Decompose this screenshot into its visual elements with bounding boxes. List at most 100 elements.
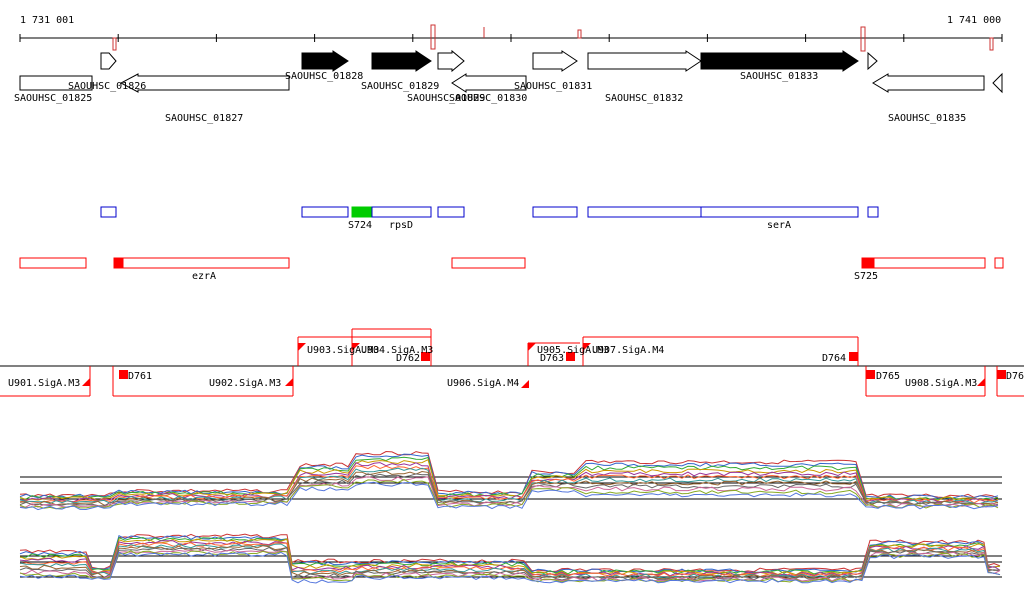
feature-box[interactable] — [451, 257, 526, 269]
feature-box[interactable] — [301, 206, 349, 218]
feature-box[interactable] — [19, 257, 87, 269]
ruler-mark — [577, 29, 582, 39]
expression-profile-line — [19, 481, 999, 511]
expression-profile-line — [19, 542, 1001, 578]
expression-profile-line — [19, 540, 1001, 577]
promoter-marker[interactable] — [285, 378, 293, 386]
gene-arrow[interactable] — [371, 50, 432, 72]
segment-track: U901.SigA.M3 D761 U902.SigA.M3 U903.SigA… — [0, 328, 1024, 397]
expression-profile-line — [19, 473, 999, 507]
terminator-marker[interactable] — [849, 352, 858, 361]
ruler-mark — [430, 24, 436, 50]
ruler-start-label: 1 731 001 — [20, 15, 74, 26]
segment-label: D765 — [876, 371, 900, 382]
expression-track-lower — [19, 533, 1002, 584]
gene-label: SAOUHSC_01833 — [740, 71, 818, 82]
segment-label: U906.SigA.M4 — [447, 378, 519, 389]
feature-label: ezrA — [192, 271, 216, 282]
gene-label: SAOUHSC_01829 — [361, 81, 439, 92]
feature-label: S725 — [854, 271, 878, 282]
ruler-ticks — [19, 34, 1003, 42]
feature-box[interactable] — [873, 257, 986, 269]
feature-box[interactable] — [437, 206, 465, 218]
gene-label: SAOUHSC_01827 — [165, 113, 243, 124]
feature-box[interactable] — [100, 206, 117, 218]
expression-profile-line — [19, 458, 999, 502]
feature-box[interactable] — [867, 206, 879, 218]
expression-track-upper — [19, 450, 1002, 511]
gene-label: SAOUHSC_01826 — [68, 81, 146, 92]
segment-label: D762 — [396, 353, 420, 364]
segment-label: U901.SigA.M3 — [8, 378, 80, 389]
gene-arrow[interactable] — [867, 51, 878, 71]
coordinate-ruler: 1 731 001 1 741 000 — [19, 15, 1003, 52]
expression-profile-line — [19, 551, 1001, 584]
ruler-mark — [112, 37, 117, 51]
terminator-marker[interactable] — [566, 352, 575, 361]
feature-box[interactable] — [994, 257, 1004, 269]
gene-arrow[interactable] — [100, 52, 117, 70]
expression-profile-line — [19, 478, 999, 510]
gene-arrow[interactable] — [587, 50, 702, 72]
gene-arrow[interactable] — [532, 50, 578, 72]
gene-label: SAOUHSC_01829 — [407, 93, 485, 104]
feature-box[interactable] — [371, 206, 432, 218]
promoter-marker[interactable] — [583, 343, 591, 351]
feature-label: S724 — [348, 220, 372, 231]
promoter-marker[interactable] — [298, 343, 306, 351]
gene-arrow[interactable] — [301, 50, 349, 72]
gene-label: SAOUHSC_01832 — [605, 93, 683, 104]
ruler-mark — [860, 26, 866, 52]
feature-box[interactable] — [122, 257, 290, 269]
expression-profile-line — [19, 545, 1001, 580]
expression-profile-line — [19, 543, 1001, 579]
gene-track: SAOUHSC_01825 SAOUHSC_01826 SAOUHSC_0182… — [14, 49, 1003, 124]
segment-label: U905.SigA.M3 — [537, 345, 609, 356]
segment-label: U902.SigA.M3 — [209, 378, 281, 389]
segment-label: D764 — [822, 353, 846, 364]
gene-label: SAOUHSC_01830 — [449, 93, 527, 104]
gene-arrow[interactable] — [119, 73, 290, 93]
feature-box-highlight[interactable] — [351, 206, 373, 218]
feature-box[interactable] — [532, 206, 578, 218]
expression-profile-line — [19, 546, 1001, 581]
expression-profile-line — [19, 548, 1001, 582]
terminator-marker[interactable] — [866, 370, 875, 379]
expression-profile-line — [19, 536, 1001, 575]
gene-arrow[interactable] — [437, 49, 465, 73]
feature-box[interactable] — [587, 206, 702, 218]
expression-profile-line — [19, 538, 1001, 576]
promoter-marker[interactable] — [521, 380, 529, 388]
segment-label: D761 — [128, 371, 152, 382]
gene-label: SAOUHSC_01825 — [14, 93, 92, 104]
red-feature-track: ezrA S725 — [19, 257, 1004, 282]
segment-label: D763 — [540, 353, 564, 364]
gene-box[interactable] — [19, 75, 93, 91]
gene-arrow[interactable] — [451, 73, 527, 93]
promoter-marker[interactable] — [528, 343, 536, 351]
gene-arrow[interactable] — [872, 73, 985, 93]
ruler-end-label: 1 741 000 — [947, 15, 1001, 26]
feature-box[interactable] — [700, 206, 859, 218]
gene-label: SAOUHSC_01828 — [285, 71, 363, 82]
feature-box-filled[interactable] — [861, 257, 875, 269]
expression-profile-line — [19, 453, 999, 500]
promoter-marker[interactable] — [352, 343, 360, 351]
blue-feature-track: S724 rpsD serA — [100, 206, 879, 231]
segment-label: U908.SigA.M3 — [905, 378, 977, 389]
terminator-marker[interactable] — [421, 352, 430, 361]
terminator-marker[interactable] — [119, 370, 128, 379]
feature-box-filled[interactable] — [113, 257, 124, 269]
segment-label: U907.SigA.M4 — [592, 345, 664, 356]
gene-arrow[interactable] — [992, 72, 1003, 94]
feature-label: rpsD — [389, 220, 413, 231]
segment-label: U904.SigA.M3 — [361, 345, 433, 356]
feature-label: serA — [767, 220, 791, 231]
promoter-marker[interactable] — [82, 378, 90, 386]
gene-arrow[interactable] — [700, 50, 859, 72]
promoter-marker[interactable] — [977, 378, 985, 386]
segment-label: D766 — [1006, 371, 1024, 382]
segment-label: U903.SigA.M3 — [307, 345, 379, 356]
terminator-marker[interactable] — [997, 370, 1006, 379]
